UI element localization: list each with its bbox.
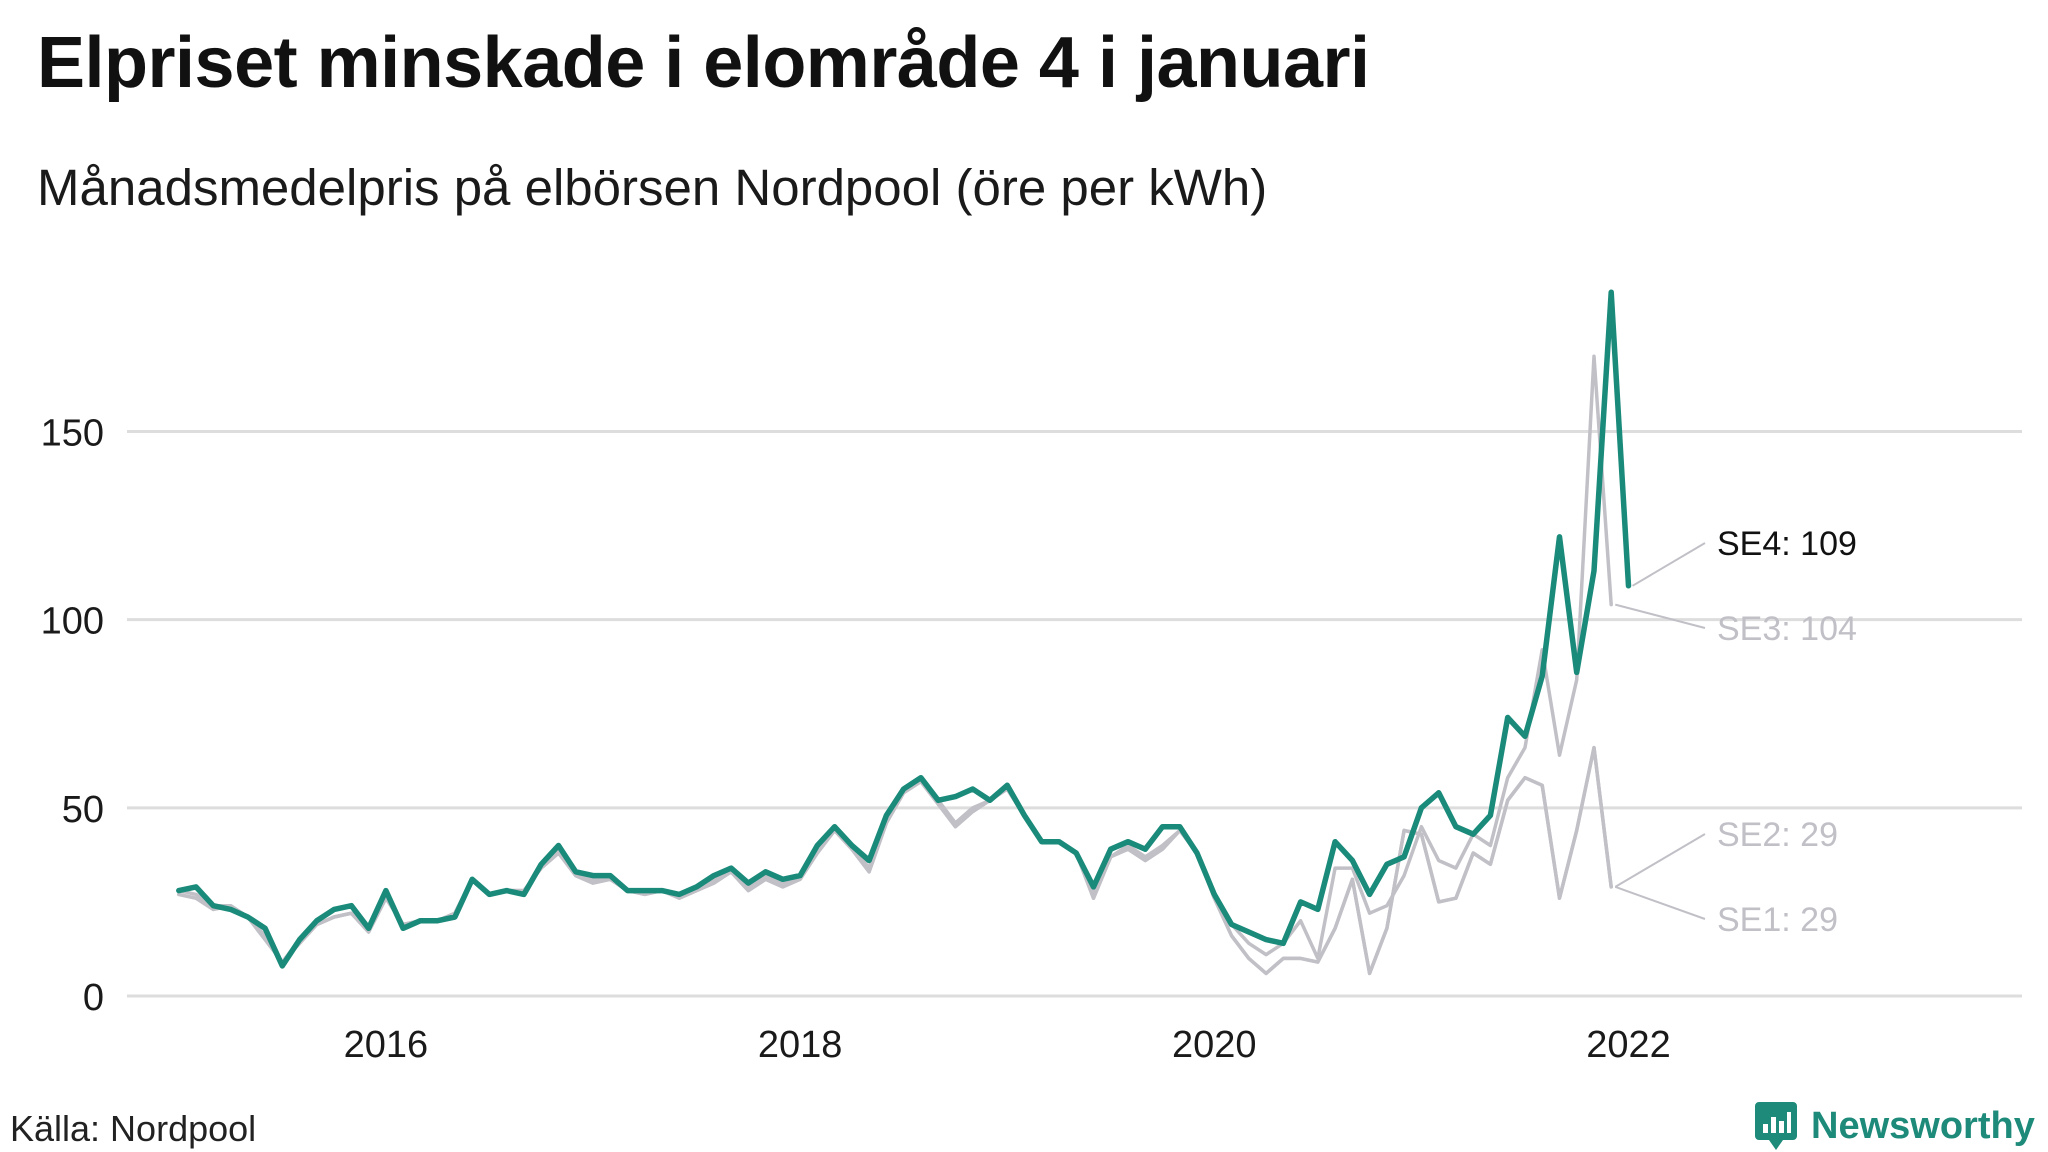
newsworthy-logo-icon — [1755, 1102, 1797, 1150]
series-label-se3: SE3: 104 — [1717, 610, 1857, 648]
x-tick-label: 2020 — [1172, 1024, 1257, 1066]
leader-line-se3 — [1614, 603, 1706, 629]
chart-subtitle: Månadsmedelpris på elbörsen Nordpool (ör… — [37, 159, 1268, 216]
series-line-se4 — [176, 289, 1632, 969]
leader-line-se2 — [1614, 833, 1706, 888]
series-label-se2: SE2: 29 — [1717, 816, 1838, 854]
y-tick-label: 100 — [41, 601, 104, 643]
y-tick-label: 150 — [41, 413, 104, 455]
series-end-labels: SE1: 29 SE2: 29 SE3: 104 SE4: 109 — [1614, 525, 1857, 939]
y-tick-label: 0 — [83, 977, 104, 1019]
grid-lines — [127, 430, 2022, 998]
brand-name: Newsworthy — [1811, 1104, 2035, 1147]
leader-line-se1 — [1614, 885, 1706, 920]
x-tick-label: 2022 — [1586, 1024, 1671, 1066]
source-note: Källa: Nordpool — [10, 1108, 257, 1149]
leader-line-se4 — [1631, 542, 1706, 587]
series-lines — [176, 289, 1632, 976]
x-axis-ticks: 2016 2018 2020 2022 — [344, 1024, 1671, 1066]
x-tick-label: 2018 — [758, 1024, 843, 1066]
brand-logo: Newsworthy — [1755, 1100, 2035, 1152]
chart-title: Elpriset minskade i elområde 4 i januari — [37, 23, 1370, 103]
series-label-se1: SE1: 29 — [1717, 901, 1838, 939]
y-axis-ticks: 0 50 100 150 — [41, 413, 104, 1019]
y-tick-label: 50 — [62, 789, 104, 831]
series-label-se4: SE4: 109 — [1717, 525, 1857, 563]
x-tick-label: 2016 — [344, 1024, 429, 1066]
